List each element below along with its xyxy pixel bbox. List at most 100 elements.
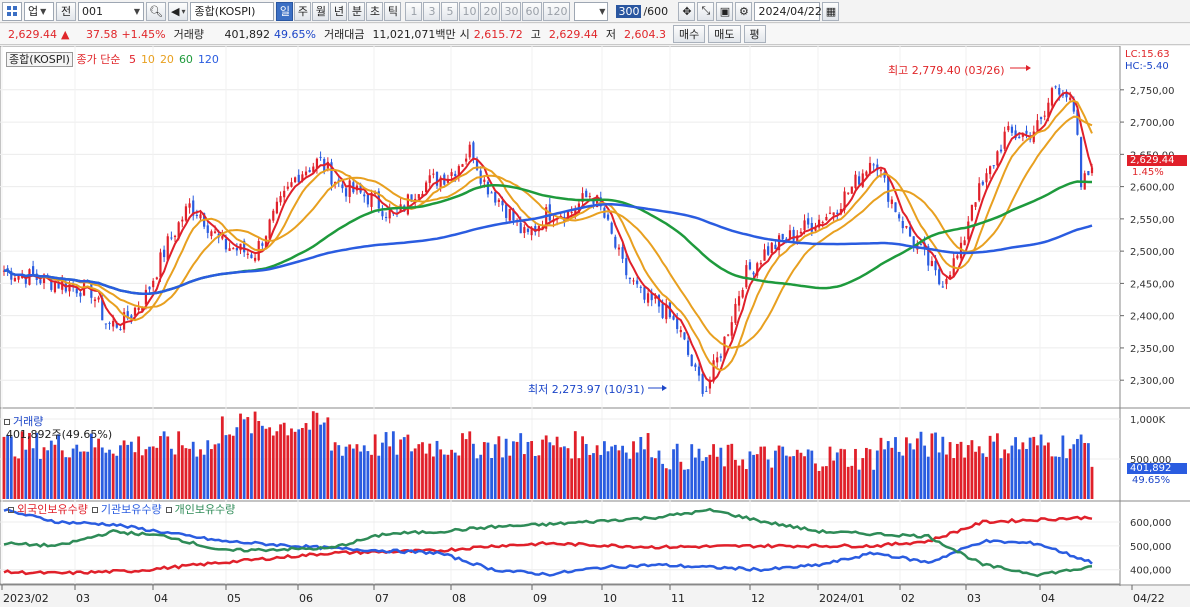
candle-body — [810, 222, 813, 232]
price-chart[interactable]: 2,750,002,700,002,650,002,600,002,550,00… — [0, 45, 1190, 607]
candle-body — [574, 209, 577, 215]
volume-bar — [632, 441, 635, 499]
volume-bar — [988, 435, 992, 499]
period-tab-4[interactable]: 분 — [348, 1, 366, 21]
ma-line-120 — [3, 203, 1093, 296]
grid-icon[interactable] — [2, 1, 22, 21]
ma-legend: 5 10 20 60 120 — [124, 53, 219, 66]
search-icon[interactable]: 🔍︎ — [146, 1, 166, 21]
volume-bar — [1054, 456, 1058, 499]
calendar-icon[interactable]: ▦ — [822, 1, 840, 21]
count-field[interactable]: 300/600 — [616, 4, 669, 18]
crosshair-icon[interactable]: ✥ — [678, 1, 696, 21]
candle-body — [457, 166, 460, 178]
volume-bar — [999, 458, 1003, 499]
prev-button[interactable]: 전 — [56, 1, 76, 21]
interval-tab-3[interactable]: 3 — [423, 1, 441, 21]
candle-body — [24, 275, 27, 284]
volume-bar — [282, 422, 286, 499]
candle-body — [115, 323, 118, 328]
legend-swatch-icon — [165, 507, 172, 513]
interval-tab-20[interactable]: 20 — [480, 1, 501, 21]
x-tick-label: 04 — [154, 592, 168, 605]
volume-bar — [501, 457, 504, 499]
draw-tool-icon[interactable]: ⤡ — [697, 1, 715, 21]
legend-swatch-icon — [91, 507, 98, 513]
candle-body — [1018, 136, 1021, 139]
candle-body — [494, 192, 497, 203]
date-input[interactable]: 2024/04/22 — [754, 1, 822, 21]
code-input[interactable]: 001 ▼ — [78, 1, 144, 21]
x-tick-label: 06 — [299, 592, 313, 605]
volume-bar — [934, 432, 937, 499]
gear-icon[interactable]: ⚙ — [735, 1, 753, 21]
ma-legend-60: 60 — [178, 53, 193, 66]
volume-bar — [693, 457, 697, 499]
volume-bar — [784, 455, 788, 499]
interval-custom[interactable]: ▼ — [574, 1, 609, 21]
interval-tab-120[interactable]: 120 — [543, 1, 571, 21]
candle-body — [807, 218, 810, 225]
index-label: 종합(KOSPI) — [6, 52, 73, 67]
candle-body — [898, 214, 901, 219]
candle-body — [803, 220, 806, 231]
period-tab-5[interactable]: 초 — [366, 1, 384, 21]
period-tab-0[interactable]: 일 — [276, 1, 294, 21]
candle-body — [1010, 126, 1014, 133]
volume-bar — [643, 449, 646, 499]
candle-body — [719, 356, 722, 358]
volume-bar — [1006, 453, 1010, 499]
interval-tab-5[interactable]: 5 — [441, 1, 459, 21]
candle-body — [341, 184, 344, 189]
volume-bar — [457, 455, 461, 499]
candle-body — [206, 225, 209, 233]
market-select[interactable]: 업 ▼ — [24, 1, 54, 21]
current-price-tag: 2,629.44 — [1127, 155, 1187, 166]
interval-tab-1[interactable]: 1 — [405, 1, 423, 21]
candle-body — [439, 177, 442, 189]
period-tab-1[interactable]: 주 — [294, 1, 312, 21]
volume-bar — [690, 444, 694, 499]
period-tab-6[interactable]: 틱 — [384, 1, 402, 21]
volume-bar — [908, 443, 912, 499]
candle-body — [890, 199, 893, 204]
volume-bar — [1086, 443, 1090, 499]
eval-button[interactable]: 평 — [743, 25, 766, 43]
x-tick-label: 08 — [452, 592, 466, 605]
price-value: 2,629.44 — [8, 27, 57, 41]
candle-body — [141, 306, 144, 311]
legend-close-ma: 종가 단순 — [76, 53, 121, 66]
speaker-icon[interactable]: ◀︎ ▾ — [167, 1, 189, 21]
candle-body — [836, 212, 839, 214]
volume-bar — [966, 445, 970, 499]
candle-body — [785, 238, 788, 241]
candle-body — [861, 173, 864, 187]
x-tick-label: 07 — [375, 592, 389, 605]
volume-bar — [635, 452, 639, 499]
interval-tab-10[interactable]: 10 — [459, 1, 480, 21]
candle-body — [1058, 88, 1061, 95]
interval-tab-60[interactable]: 60 — [522, 1, 543, 21]
chart-area[interactable]: 2,750,002,700,002,650,002,600,002,550,00… — [0, 45, 1190, 607]
candle-body — [730, 322, 733, 336]
buy-button[interactable]: 매수 — [673, 25, 706, 43]
interval-tab-30[interactable]: 30 — [501, 1, 522, 21]
candle-body — [501, 200, 504, 206]
volume-bar — [1021, 442, 1025, 499]
volume-bar — [624, 452, 628, 499]
candle-body — [1025, 130, 1028, 134]
sell-button[interactable]: 매도 — [708, 25, 741, 43]
volume-bar — [795, 449, 799, 499]
volume-bar — [1043, 445, 1047, 499]
volume-bar — [879, 437, 883, 499]
candle-body — [767, 246, 770, 255]
candle-body — [472, 142, 475, 160]
period-tab-3[interactable]: 년 — [330, 1, 348, 21]
volume-bar — [985, 456, 988, 499]
volume-bar — [388, 446, 392, 499]
low-label: 저 — [605, 28, 617, 41]
x-tick-label: 02 — [901, 592, 915, 605]
period-tab-2[interactable]: 월 — [312, 1, 330, 21]
save-icon[interactable]: ▣ — [716, 1, 734, 21]
candle-body — [650, 292, 653, 301]
